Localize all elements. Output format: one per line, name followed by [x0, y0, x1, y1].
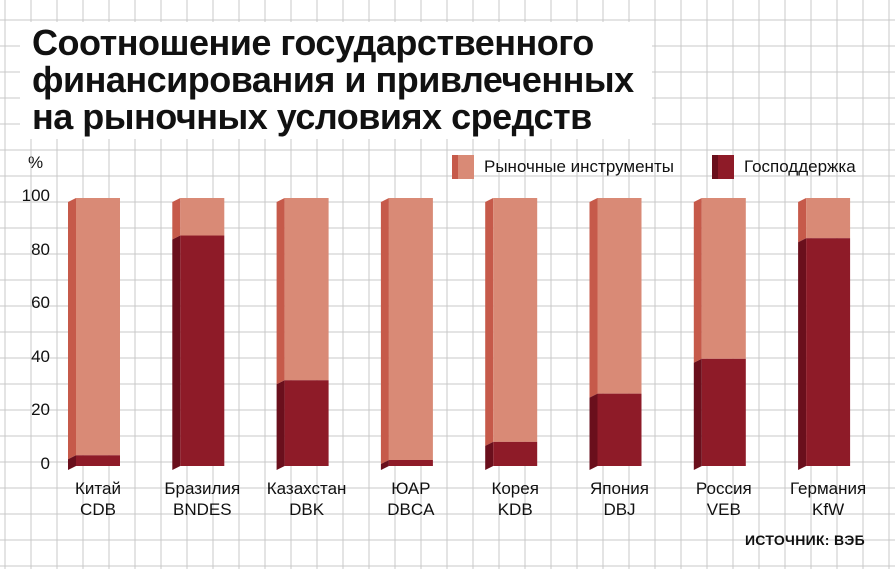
x-category-label: Япония DBJ — [570, 478, 670, 520]
y-tick-label: 60 — [31, 293, 50, 313]
x-category-label-line: Китай — [75, 479, 121, 498]
bar-market — [180, 198, 225, 236]
x-category-label-line: Япония — [589, 479, 650, 498]
bar-market — [597, 198, 642, 394]
bar-state — [806, 238, 851, 466]
x-category-label-line: DBCA — [387, 500, 435, 519]
bar-side-state — [172, 235, 181, 470]
y-tick-label: 100 — [21, 186, 50, 205]
bar-state — [597, 393, 642, 466]
legend-swatch-market — [452, 155, 474, 179]
y-tick-label: 80 — [31, 239, 50, 259]
bar-market — [493, 198, 538, 442]
x-category-label: Казахстан DBK — [257, 478, 357, 520]
y-tick-label: 0 — [40, 454, 50, 473]
bar-side-market — [68, 198, 76, 460]
bar-side-state — [798, 238, 807, 470]
bar-side-state — [380, 460, 389, 470]
x-category-label-line: VEB — [706, 500, 741, 519]
bar-state — [388, 460, 433, 466]
bar-market — [284, 198, 329, 381]
bar-state — [180, 235, 225, 466]
x-category-label-line: KfW — [812, 500, 845, 519]
x-category-label: Корея KDB — [465, 478, 565, 520]
bar-market — [76, 198, 120, 456]
title-line-3: на рыночных условиях средств — [32, 96, 592, 137]
bar-side-market — [798, 198, 807, 243]
bar-state — [701, 358, 746, 466]
title-line-1: Соотношение государственного — [32, 22, 594, 63]
legend-item-market: Рыночные инструменты — [452, 150, 674, 184]
x-category-label-line: Германия — [789, 479, 867, 498]
x-category-label-line: BNDES — [173, 500, 232, 519]
legend-label-state: Господдержка — [744, 157, 856, 176]
bar-side-state — [276, 380, 285, 470]
x-category-label: Россия VEB — [674, 478, 774, 520]
y-axis-unit: % — [28, 153, 44, 172]
bar-side-market — [589, 198, 598, 398]
bar-side-state — [485, 441, 494, 470]
title-line-2: финансирования и привлеченных — [32, 59, 634, 100]
legend-item-state: Господдержка — [712, 150, 856, 184]
x-category-label-line: KDB — [497, 500, 533, 519]
x-category-label-line: Бразилия — [164, 479, 241, 498]
bar-state — [284, 380, 329, 466]
bar-market — [806, 198, 851, 239]
x-category-label: ЮАР DBCA — [361, 478, 461, 520]
chart-title: Соотношение государственного финансирова… — [20, 22, 652, 139]
x-category-label-line: Корея — [491, 479, 539, 498]
x-category-label: Китай CDB — [48, 478, 148, 520]
x-category-label-line: Россия — [695, 479, 752, 498]
bar-side-state — [589, 393, 598, 470]
x-category-label-line: CDB — [80, 500, 116, 519]
legend-label-market: Рыночные инструменты — [484, 157, 674, 176]
bar-side-market — [693, 198, 702, 363]
x-category-label-line: Казахстан — [266, 479, 347, 498]
x-category-label-line: ЮАР — [391, 479, 431, 498]
x-category-label-line: DBJ — [603, 500, 636, 519]
bar-market — [701, 198, 746, 359]
x-category-label-line: DBK — [289, 500, 325, 519]
bar-side-market — [276, 198, 285, 385]
bar-state — [76, 455, 120, 466]
bar-group — [68, 198, 851, 470]
bar-side-state — [68, 455, 76, 470]
bar-side-market — [485, 198, 494, 446]
bar-market — [388, 198, 433, 460]
x-category-label: Германия KfW — [778, 478, 878, 520]
bar-state — [493, 441, 538, 466]
x-category-label: Бразилия BNDES — [152, 478, 252, 520]
bar-side-state — [693, 358, 702, 470]
source-note: ИСТОЧНИК: ВЭБ — [744, 532, 865, 548]
legend-swatch-state — [712, 155, 734, 179]
y-tick-label: 20 — [31, 400, 50, 420]
y-tick-label: 40 — [31, 346, 50, 366]
bar-side-market — [380, 198, 389, 464]
bar-side-market — [172, 198, 181, 240]
